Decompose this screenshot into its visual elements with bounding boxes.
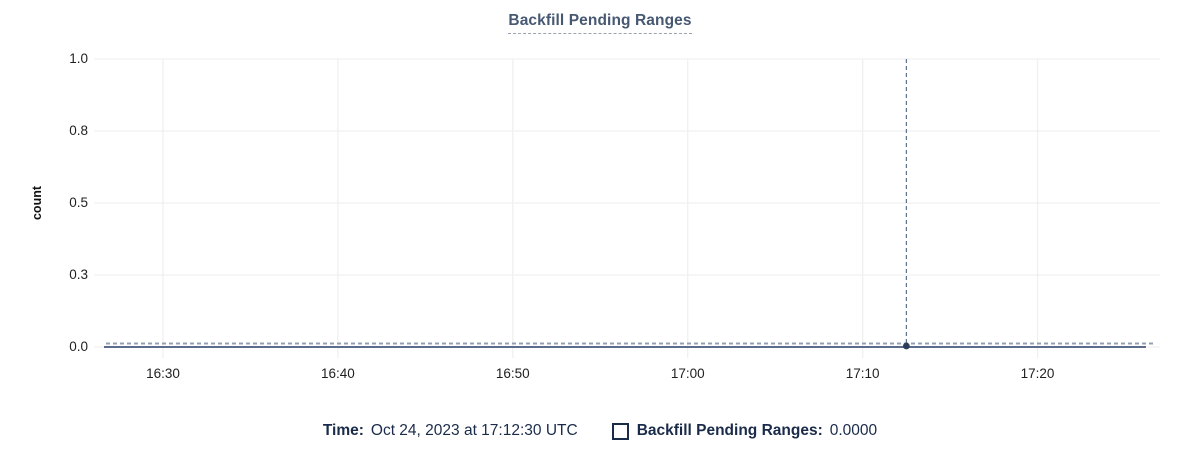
y-tick-label: 0.0 (69, 339, 88, 354)
legend-series-value: 0.0000 (829, 422, 878, 439)
x-tick-label: 17:00 (670, 366, 705, 381)
chart-header: Backfill Pending Ranges (0, 12, 1200, 34)
x-tick-label: 16:30 (146, 366, 180, 381)
x-tick-label: 17:20 (1020, 366, 1055, 381)
y-tick-label: 0.5 (69, 195, 88, 210)
series-toggle-checkbox[interactable] (611, 422, 629, 440)
x-tick-label: 16:50 (495, 366, 530, 381)
chart-legend: Time: Oct 24, 2023 at 17:12:30 UTC Backf… (0, 416, 1200, 446)
hover-data-point (902, 342, 910, 350)
legend-series-label: Backfill Pending Ranges: (636, 422, 823, 439)
chart-title[interactable]: Backfill Pending Ranges (508, 12, 692, 34)
x-tick-label: 17:10 (845, 366, 880, 381)
y-tick-label: 1.0 (69, 51, 88, 66)
x-tick-label: 16:40 (320, 366, 355, 381)
y-tick-label: 0.3 (69, 267, 88, 282)
y-tick-label: 0.8 (69, 123, 88, 138)
legend-time-label: Time: (322, 422, 364, 439)
legend-time-value: Oct 24, 2023 at 17:12:30 UTC (370, 422, 578, 439)
